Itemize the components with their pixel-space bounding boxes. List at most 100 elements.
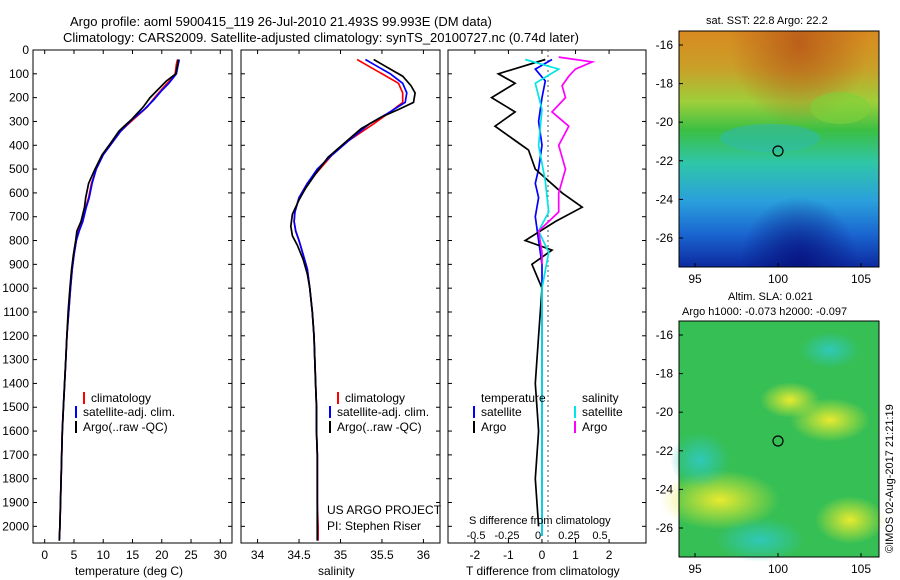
sst-map-title: sat. SST: 22.8 Argo: 22.2	[706, 15, 828, 27]
series-line-satellite	[524, 58, 561, 536]
series-line-argo	[537, 56, 596, 265]
x-tick-label: -2	[470, 548, 481, 562]
legend-label-temp-argo: Argo	[481, 420, 507, 434]
temperature-axis: 0 5 10 15 20 25 30	[41, 50, 227, 562]
salinity-plot-frame	[240, 49, 441, 544]
salinity-depth-ticks	[241, 49, 440, 527]
lat-tick-label: -26	[656, 521, 674, 535]
sla-map-axes: 95 100 105 -16 -18 -20 -22 -24 -26	[656, 328, 872, 576]
lat-tick-label: -16	[656, 328, 674, 342]
depth-tick-label: 200	[9, 91, 29, 105]
x-tick-label: 0	[41, 548, 48, 562]
salinity-profiles	[289, 58, 416, 541]
lat-tick-label: -20	[656, 405, 674, 419]
sla-high-patch	[815, 496, 885, 544]
depth-tick-label: 600	[9, 186, 29, 200]
x-tick-label: 25	[184, 548, 198, 562]
lon-tick-label: 105	[851, 272, 871, 286]
sla-map-panel: Altim. SLA: 0.021 Argo h1000: -0.073 h20…	[656, 291, 885, 576]
series-line-argo	[489, 58, 584, 527]
s-diff-tick-label: -0.5	[467, 530, 486, 542]
lon-tick-label: 100	[768, 272, 788, 286]
depth-tick-label: 1700	[2, 448, 29, 462]
series-line-argo-raw-qc	[289, 58, 416, 541]
lon-tick-label: 95	[688, 272, 702, 286]
legend-label-climatology: climatology	[345, 391, 405, 405]
sla-map-frame	[678, 320, 880, 558]
lat-tick-label: -20	[656, 115, 674, 129]
sst-map-axes: 95 100 105 -16 -18 -20 -22 -24 -26	[656, 38, 872, 286]
depth-tick-label: 1800	[2, 472, 29, 486]
legend-title-temperature: temperature	[481, 391, 546, 405]
depth-tick-label: 300	[9, 114, 29, 128]
x-tick-label: 2	[606, 548, 613, 562]
sst-cyan-band	[720, 124, 820, 152]
legend-label-argo: Argo(..raw -QC)	[337, 420, 422, 434]
difference-profiles	[489, 56, 596, 536]
t-difference-label: T difference from climatology	[466, 564, 620, 578]
legend-label-temp-satellite: satellite	[481, 405, 522, 419]
depth-tick-label: 1900	[2, 496, 29, 510]
depth-tick-label: 1500	[2, 400, 29, 414]
sla-map-title-line2: Argo h1000: -0.073 h2000: -0.097	[682, 306, 847, 318]
depth-tick-label: 1000	[2, 281, 29, 295]
depth-tick-label: 400	[9, 138, 29, 152]
temperature-axis-label: temperature (deg C)	[75, 564, 183, 578]
legend-label-satellite: satellite-adj. clim.	[83, 405, 175, 419]
depth-tick-label: 1300	[2, 353, 29, 367]
legend-title-salinity: salinity	[582, 391, 619, 405]
x-tick-label: 0	[539, 548, 546, 562]
depth-tick-label: 1600	[2, 424, 29, 438]
lat-tick-label: -18	[656, 77, 674, 91]
lat-tick-label: -22	[656, 154, 674, 168]
s-diff-tick-label: 0.5	[592, 530, 607, 542]
lon-tick-label: 105	[851, 562, 871, 576]
depth-tick-label: 1200	[2, 329, 29, 343]
sla-high-patch	[760, 382, 820, 418]
difference-depth-ticks	[448, 49, 646, 527]
temperature-profiles	[58, 59, 181, 541]
s-diff-tick-label: -0.25	[494, 530, 519, 542]
x-tick-label: 20	[155, 548, 169, 562]
s-diff-tick-label: 0	[535, 530, 541, 542]
legend-label-argo: Argo(..raw -QC)	[83, 420, 168, 434]
salinity-axis-label: salinity	[318, 564, 355, 578]
x-tick-label: 5	[71, 548, 78, 562]
sla-low-patch	[670, 432, 730, 488]
lon-tick-label: 100	[768, 562, 788, 576]
x-tick-label: 10	[97, 548, 111, 562]
legend-label-sal-satellite: satellite	[582, 405, 623, 419]
series-line-argo-raw-qc	[58, 59, 180, 541]
t-difference-axis: -2 -1 0 1 2	[470, 50, 613, 562]
depth-tick-label: 800	[9, 234, 29, 248]
difference-panel: -2 -1 0 1 2 S difference from climatology -0…	[447, 49, 647, 578]
x-tick-label: -1	[503, 548, 514, 562]
x-tick-label: 34.5	[287, 548, 311, 562]
temperature-legend: climatology satellite-adj. clim. Argo(..…	[75, 391, 175, 434]
s-difference-label: S difference from climatology	[469, 515, 611, 527]
depth-axis: 0 100 200 300 400 500 600 700 800 900 1000 1100 1200…	[2, 43, 232, 533]
lat-tick-label: -24	[656, 192, 674, 206]
x-tick-label: 36	[417, 548, 431, 562]
depth-tick-label: 100	[9, 67, 29, 81]
salinity-panel: 34 34.5 35 35.5 36 salinity climatology sate…	[240, 49, 442, 578]
x-tick-label: 35.5	[370, 548, 394, 562]
sla-map-title-line1: Altim. SLA: 0.021	[728, 291, 813, 303]
legend-label-climatology: climatology	[91, 391, 151, 405]
sst-map-frame	[678, 30, 880, 268]
s-difference-ticklabels: -0.5 -0.25 0 0.25 0.5	[467, 530, 608, 542]
sst-map-panel: sat. SST: 22.8 Argo: 22.2 95 100 105 -16 -18…	[656, 15, 880, 286]
sla-low-patch	[715, 518, 805, 562]
depth-tick-label: 500	[9, 162, 29, 176]
lat-tick-label: -18	[656, 367, 674, 381]
difference-plot-frame	[447, 49, 647, 544]
lon-tick-label: 95	[688, 562, 702, 576]
depth-tick-label: 900	[9, 257, 29, 271]
lat-tick-label: -16	[656, 38, 674, 52]
depth-tick-label: 1400	[2, 376, 29, 390]
figure-title-line2: Climatology: CARS2009. Satellite-adjuste…	[63, 30, 579, 45]
difference-legend: temperature satellite Argo salinity sate…	[473, 391, 623, 434]
depth-tick-label: 2000	[2, 519, 29, 533]
depth-tick-label: 1100	[3, 305, 29, 319]
